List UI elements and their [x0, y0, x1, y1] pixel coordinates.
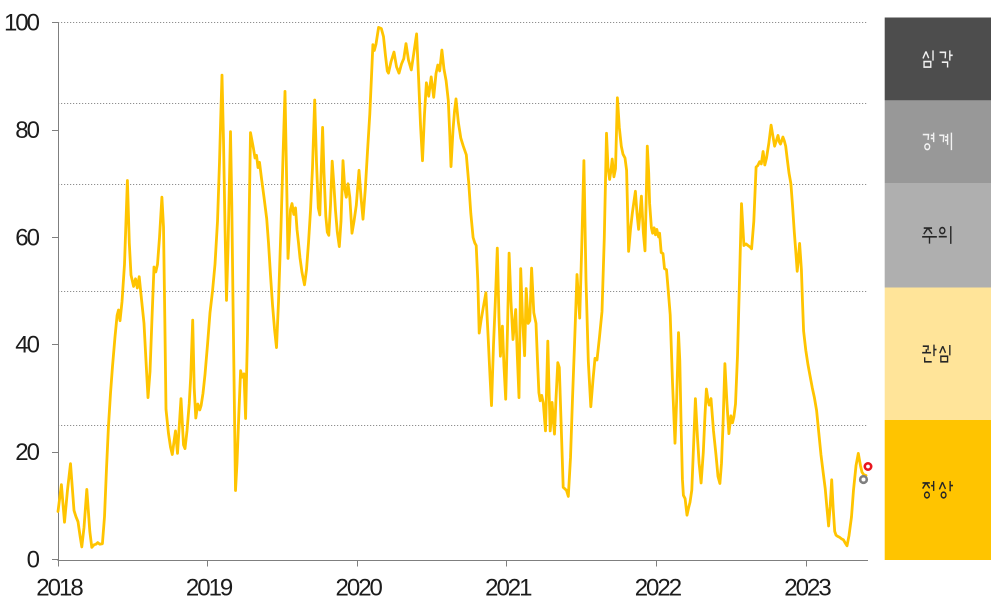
svg-text:20: 20 — [15, 439, 39, 466]
svg-text:60: 60 — [15, 224, 39, 251]
svg-text:0: 0 — [27, 547, 40, 574]
svg-text:80: 80 — [15, 117, 39, 144]
svg-text:100: 100 — [4, 9, 40, 36]
svg-text:2021: 2021 — [485, 575, 532, 602]
svg-text:2020: 2020 — [336, 575, 383, 602]
svg-text:2019: 2019 — [186, 575, 233, 602]
svg-text:2023: 2023 — [784, 575, 831, 602]
svg-text:2018: 2018 — [36, 575, 83, 602]
svg-text:40: 40 — [15, 332, 39, 359]
svg-text:2022: 2022 — [635, 575, 682, 602]
